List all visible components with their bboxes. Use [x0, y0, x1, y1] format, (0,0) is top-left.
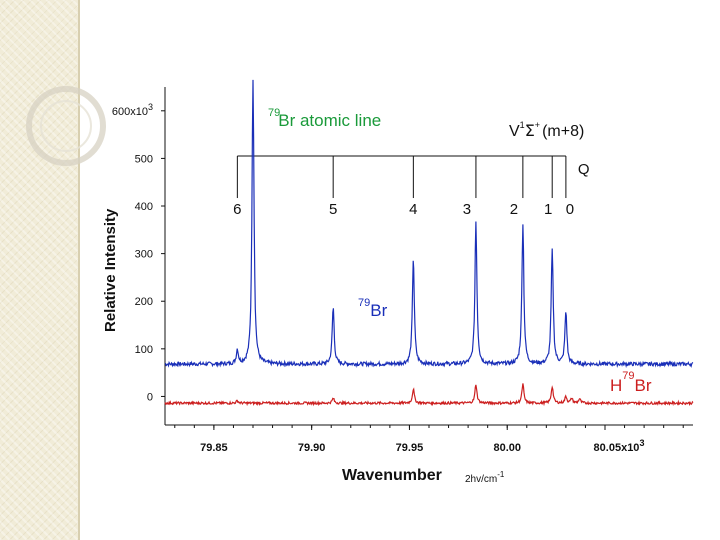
x-axis-unit-sup: -1	[497, 470, 505, 479]
series-line-1	[164, 383, 694, 407]
q-branch-number-6: 6	[233, 201, 241, 218]
y-tick-label-1: 100	[135, 344, 153, 356]
br-mass-sup: 79	[358, 297, 370, 309]
q-branch-number-5: 5	[329, 201, 337, 218]
y-tick-label-2: 200	[135, 296, 153, 308]
state-sup1: 1	[520, 120, 525, 130]
q-branch-number-1: 1	[544, 201, 552, 218]
decorative-ring	[26, 86, 106, 166]
q-branch-label: Q	[578, 161, 590, 178]
br-text: Br	[370, 301, 387, 320]
x-tick-label-2: 79.95	[396, 442, 424, 454]
y-axis-label: Relative Intensity	[102, 208, 119, 332]
y-tick-label-sup-6: 3	[148, 102, 153, 112]
x-tick-label-0: 79.85	[200, 442, 228, 454]
series-group	[164, 79, 694, 407]
hbr-label: H79Br	[610, 370, 652, 395]
state-v: V	[509, 123, 520, 140]
y-tick-label-3: 300	[135, 249, 153, 261]
y-axis: 0 100 200 300 400 500 600x103	[112, 102, 165, 403]
series-line-0	[164, 79, 694, 369]
q-branch-number-4: 4	[409, 201, 417, 218]
x-axis-label: Wavenumber	[342, 467, 442, 484]
hbr-br: Br	[635, 376, 652, 395]
plot-frame	[164, 87, 693, 426]
hbr-h: H	[610, 376, 622, 395]
x-tick-label-3: 80.00	[493, 442, 521, 454]
state-label: V1Σ+ (m+8)	[509, 120, 584, 140]
x-axis: 79.85 79.90 79.95 80.00 80.05x103	[174, 425, 684, 454]
atomic-line-annotation: 79Br atomic line	[268, 107, 381, 130]
q-branch-number-0: 0	[566, 201, 574, 218]
y-tick-label-5: 500	[135, 153, 153, 165]
q-branch-number-3: 3	[463, 201, 471, 218]
y-tick-label-0: 0	[147, 391, 153, 403]
hbr-mass-sup: 79	[622, 370, 634, 382]
atomic-line-text: Br atomic line	[278, 111, 381, 130]
x-axis-label-name: Wavenumber	[342, 467, 442, 484]
atomic-mass-sup: 79	[268, 107, 280, 119]
x-tick-label-sup-4: 3	[639, 438, 644, 448]
decorative-ring-inner	[40, 100, 92, 152]
q-branch-bracket: 6 5 4 3 2 1 0 Q	[233, 155, 590, 218]
x-axis-unit: 2hv/cm-1	[465, 470, 505, 485]
br-label: 79Br	[358, 297, 388, 320]
y-tick-label-6: 600x103	[112, 102, 153, 118]
x-tick-label-1: 79.90	[298, 442, 326, 454]
x-axis-unit-text: 2hv/cm	[465, 474, 497, 485]
x-tick-label-4: 80.05x103	[594, 438, 645, 454]
state-rest: (m+8)	[542, 123, 584, 140]
state-sup2: +	[535, 120, 540, 130]
y-tick-label-4: 400	[135, 201, 153, 213]
side-band-edge	[78, 0, 80, 540]
q-branch-number-2: 2	[510, 201, 518, 218]
state-sigma: Σ	[525, 121, 535, 140]
